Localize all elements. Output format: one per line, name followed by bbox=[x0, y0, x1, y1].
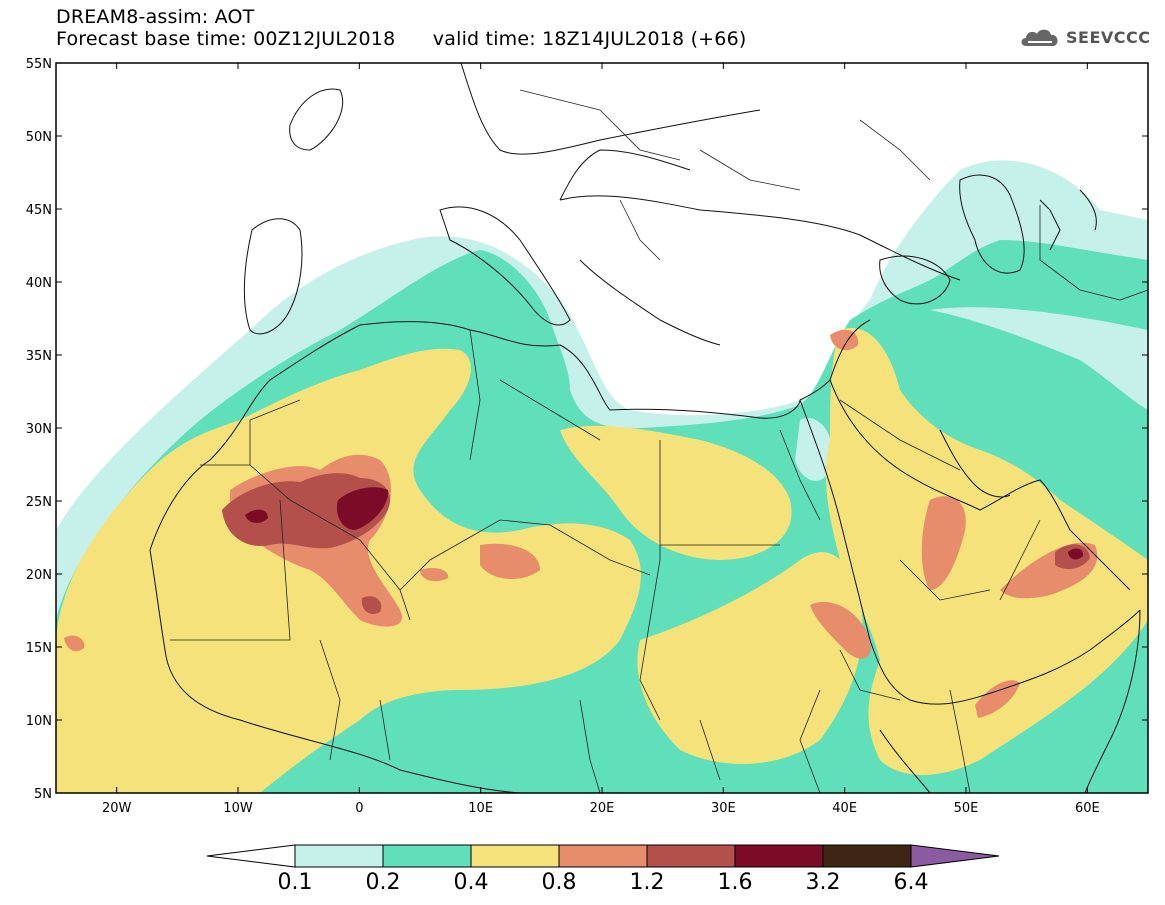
colorbar-label: 0.1 bbox=[277, 870, 313, 895]
lat-tick-label: 25N bbox=[26, 495, 52, 510]
country-borders bbox=[170, 89, 1148, 793]
colorbar-label: 1.6 bbox=[717, 870, 753, 895]
lat-tick-label: 10N bbox=[26, 714, 52, 729]
aot-field-0.4 bbox=[560, 425, 792, 560]
lon-tick-label: 50E bbox=[954, 801, 979, 816]
lon-tick-label: 30E bbox=[711, 801, 736, 816]
lat-tick-label: 40N bbox=[26, 276, 52, 291]
colorbar bbox=[206, 844, 1000, 868]
map-title-block: DREAM8-assim: AOT Forecast base time: 00… bbox=[56, 6, 747, 50]
aot-field-0.8 bbox=[420, 567, 449, 582]
seevccc-logo: SEEVCCC bbox=[1018, 24, 1151, 50]
longitude-ticks: 20W 10W 0 10E 20E 30E 40E 50E 60E bbox=[102, 63, 1100, 816]
lat-tick-label: 35N bbox=[26, 349, 52, 364]
forecast-base-time: Forecast base time: 00Z12JUL2018 bbox=[56, 28, 396, 50]
colorbar-label: 1.2 bbox=[629, 870, 665, 895]
lon-tick-label: 10E bbox=[468, 801, 493, 816]
aot-field-0.8 bbox=[480, 543, 540, 580]
aot-field-0.8 bbox=[810, 601, 871, 659]
aot-field-1.6 bbox=[336, 487, 389, 530]
lon-tick-label: 20E bbox=[590, 801, 615, 816]
lat-tick-label: 55N bbox=[26, 57, 52, 72]
lon-tick-label: 20W bbox=[102, 801, 132, 816]
aot-field-0.8 bbox=[64, 635, 85, 652]
colorbar-swatch bbox=[470, 844, 560, 868]
colorbar-swatch bbox=[294, 844, 384, 868]
valid-time: valid time: 18Z14JUL2018 (+66) bbox=[432, 28, 747, 50]
aot-field-0.8 bbox=[921, 496, 966, 590]
lon-tick-label: 40E bbox=[832, 801, 857, 816]
colorbar-label: 0.2 bbox=[365, 870, 401, 895]
aot-field-1.6 bbox=[245, 509, 268, 524]
aot-field-1.2 bbox=[222, 473, 391, 549]
lon-tick-label: 0 bbox=[355, 801, 363, 816]
cloud-icon bbox=[1021, 29, 1058, 46]
colorbar-label: 0.8 bbox=[541, 870, 577, 895]
lat-tick-label: 50N bbox=[26, 130, 52, 145]
lat-tick-label: 5N bbox=[34, 787, 52, 802]
lat-tick-label: 20N bbox=[26, 568, 52, 583]
aot-fields bbox=[56, 160, 1148, 793]
map-subtitle: Forecast base time: 00Z12JUL2018 valid t… bbox=[56, 28, 747, 50]
lon-tick-label: 60E bbox=[1075, 801, 1100, 816]
aot-field-1.6 bbox=[1068, 548, 1084, 560]
colorbar-label: 6.4 bbox=[893, 870, 929, 895]
lat-tick-label: 30N bbox=[26, 422, 52, 437]
colorbar-swatch bbox=[558, 844, 648, 868]
colorbar-over-triangle bbox=[910, 844, 1000, 868]
colorbar-swatch bbox=[382, 844, 472, 868]
colorbar-swatch bbox=[822, 844, 912, 868]
coastlines bbox=[149, 63, 1141, 793]
aot-field-0.8 bbox=[975, 680, 1020, 718]
colorbar-swatch bbox=[734, 844, 824, 868]
colorbar-label: 3.2 bbox=[805, 870, 841, 895]
logo-text: SEEVCCC bbox=[1066, 27, 1151, 47]
aot-field-0.1-pocket bbox=[930, 307, 1148, 410]
aot-field-0.4 bbox=[637, 552, 863, 764]
aot-field-1.2 bbox=[361, 596, 382, 615]
colorbar-under-triangle bbox=[206, 844, 296, 868]
lat-tick-label: 45N bbox=[26, 203, 52, 218]
lon-tick-label: 10W bbox=[223, 801, 253, 816]
lat-tick-label: 15N bbox=[26, 641, 52, 656]
colorbar-label: 0.4 bbox=[453, 870, 489, 895]
latitude-ticks: 55N 50N 45N 40N 35N 30N 25N 20N 15N 10N 5N bbox=[26, 57, 1148, 802]
colorbar-swatch bbox=[646, 844, 736, 868]
map-title: DREAM8-assim: AOT bbox=[56, 6, 255, 28]
